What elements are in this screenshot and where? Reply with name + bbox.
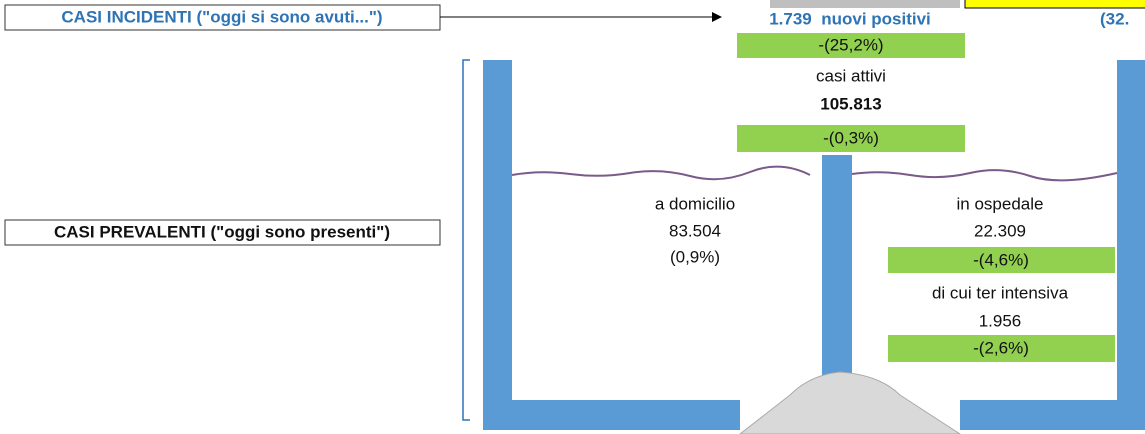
middle-pillar [822, 155, 852, 400]
active-title: casi attivi [816, 66, 886, 85]
change-box [737, 125, 965, 152]
incident-label: CASI INCIDENTI ("oggi si sono avuti...") [61, 7, 382, 26]
right-wall [1117, 60, 1145, 430]
active-value: 105.813 [820, 94, 881, 113]
prevalent-box [4, 219, 441, 246]
bottom-left [483, 400, 740, 430]
prevalent-label: CASI PREVALENTI ("oggi sono presenti") [54, 222, 390, 241]
change-box [737, 33, 965, 58]
top-yellow-box [964, 0, 1145, 9]
bottom-right [960, 400, 1145, 430]
hospital-title: in ospedale [957, 194, 1044, 213]
left-wall [483, 60, 512, 430]
icu-change: -(2,6%) [973, 338, 1029, 357]
incident-box [4, 4, 441, 31]
new-positives: 1.739 nuovi positivi [769, 9, 931, 28]
active-change: -(0,3%) [823, 128, 879, 147]
bracket [462, 59, 470, 421]
change-box [888, 247, 1115, 273]
new-positives-change: -(25,2%) [818, 35, 883, 54]
truncated-text: (32. [1100, 9, 1129, 28]
funnel [739, 371, 961, 434]
water-line [511, 165, 1118, 182]
home-change: (0,9%) [670, 247, 720, 266]
change-box [888, 335, 1115, 362]
home-value: 83.504 [669, 221, 721, 240]
home-title: a domicilio [655, 194, 735, 213]
hospital-value: 22.309 [974, 221, 1026, 240]
icu-value: 1.956 [979, 311, 1022, 330]
hospital-change: -(4,6%) [973, 250, 1029, 269]
arrow-head [712, 12, 722, 22]
icu-title: di cui ter intensiva [932, 283, 1069, 302]
top-gray-box [770, 0, 960, 8]
